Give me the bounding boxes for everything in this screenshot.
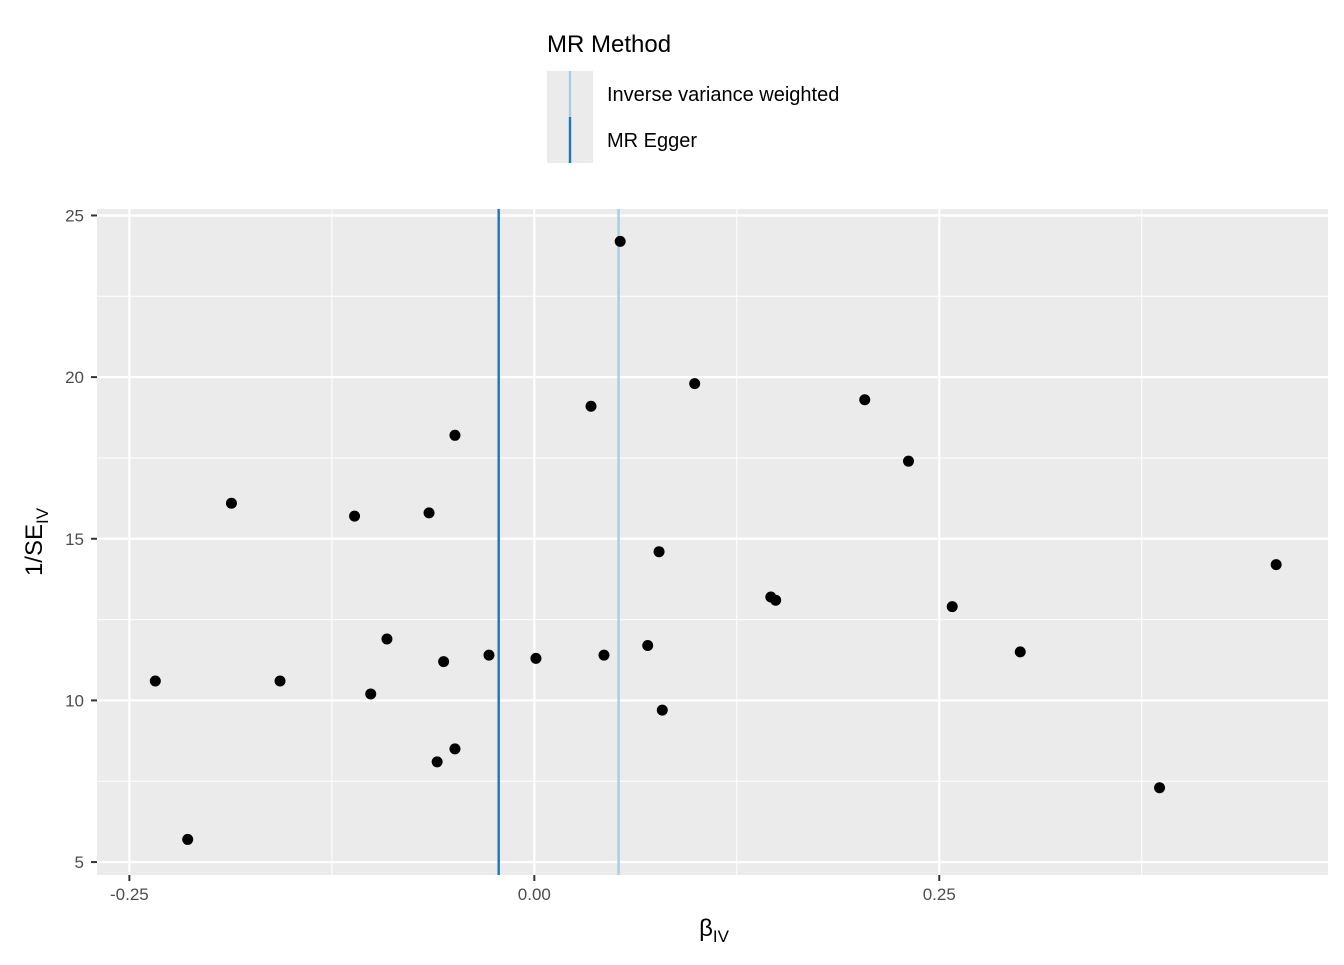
x-tick-label: -0.25 bbox=[110, 885, 149, 904]
data-points bbox=[149, 235, 1282, 845]
y-tick-label: 10 bbox=[65, 691, 84, 710]
data-point bbox=[182, 833, 194, 845]
y-tick-label: 5 bbox=[75, 853, 84, 872]
data-point bbox=[614, 235, 626, 247]
data-point bbox=[689, 378, 701, 390]
data-point bbox=[1270, 559, 1282, 571]
y-axis-title-main: 1/SE bbox=[21, 524, 48, 576]
y-tick-label: 20 bbox=[65, 368, 84, 387]
legend-label-egger: MR Egger bbox=[607, 130, 697, 152]
data-point bbox=[449, 429, 461, 441]
data-point bbox=[1154, 782, 1166, 794]
data-point bbox=[656, 704, 668, 716]
data-point bbox=[483, 649, 495, 661]
data-point bbox=[902, 455, 914, 467]
x-axis-title: βIV bbox=[699, 915, 730, 946]
plot-panel bbox=[97, 209, 1328, 875]
legend: MR Method Inverse variance weighted MR E… bbox=[547, 31, 839, 163]
data-point bbox=[274, 675, 286, 687]
method-lines bbox=[497, 209, 620, 875]
data-point bbox=[770, 594, 782, 606]
legend-label-ivw: Inverse variance weighted bbox=[607, 84, 839, 106]
y-tick-label: 25 bbox=[65, 206, 84, 225]
x-axis: -0.25 0.00 0.25 bbox=[110, 875, 956, 904]
data-point bbox=[225, 497, 237, 509]
data-point bbox=[642, 639, 654, 651]
data-point bbox=[365, 688, 377, 700]
data-point bbox=[381, 633, 393, 645]
x-tick-label: 0.25 bbox=[923, 885, 956, 904]
data-point bbox=[585, 400, 597, 412]
legend-title: MR Method bbox=[547, 31, 671, 58]
data-point bbox=[438, 656, 450, 668]
data-point bbox=[149, 675, 161, 687]
y-tick-label: 15 bbox=[65, 530, 84, 549]
y-axis-title: 1/SEIV bbox=[21, 507, 52, 576]
data-point bbox=[859, 394, 871, 406]
data-point bbox=[946, 601, 958, 613]
grid-major bbox=[97, 209, 1328, 875]
y-axis: 5 10 15 20 25 bbox=[65, 206, 97, 872]
x-axis-title-main: β bbox=[699, 915, 713, 942]
x-axis-title-sub: IV bbox=[713, 927, 730, 946]
y-axis-title-sub: IV bbox=[33, 507, 52, 524]
data-point bbox=[449, 743, 461, 755]
grid-minor bbox=[97, 209, 1328, 875]
data-point bbox=[1014, 646, 1026, 658]
data-point bbox=[653, 546, 665, 558]
data-point bbox=[423, 507, 435, 519]
data-point bbox=[598, 649, 610, 661]
data-point bbox=[431, 756, 443, 768]
x-tick-label: 0.00 bbox=[518, 885, 551, 904]
data-point bbox=[530, 652, 542, 664]
data-point bbox=[349, 510, 361, 522]
